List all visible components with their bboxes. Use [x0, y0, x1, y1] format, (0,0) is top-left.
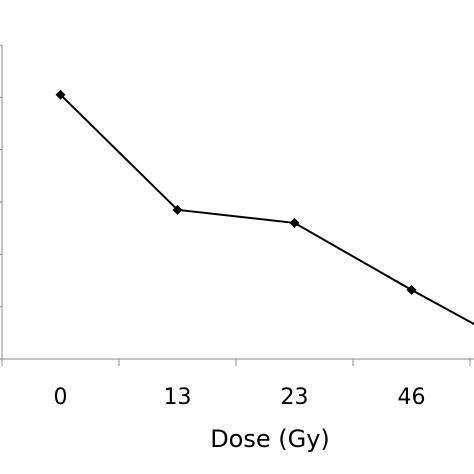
x-tick-label: 0 — [54, 385, 68, 410]
x-axis-label: Dose (Gy) — [210, 425, 330, 453]
marker — [289, 217, 300, 228]
marker — [172, 204, 183, 215]
x-tick-label: 13 — [164, 385, 192, 410]
marker — [55, 89, 66, 100]
line — [59, 94, 474, 326]
x-tick-label: 23 — [281, 385, 309, 410]
marker — [406, 284, 417, 295]
x-tick-label: 46 — [398, 385, 426, 410]
